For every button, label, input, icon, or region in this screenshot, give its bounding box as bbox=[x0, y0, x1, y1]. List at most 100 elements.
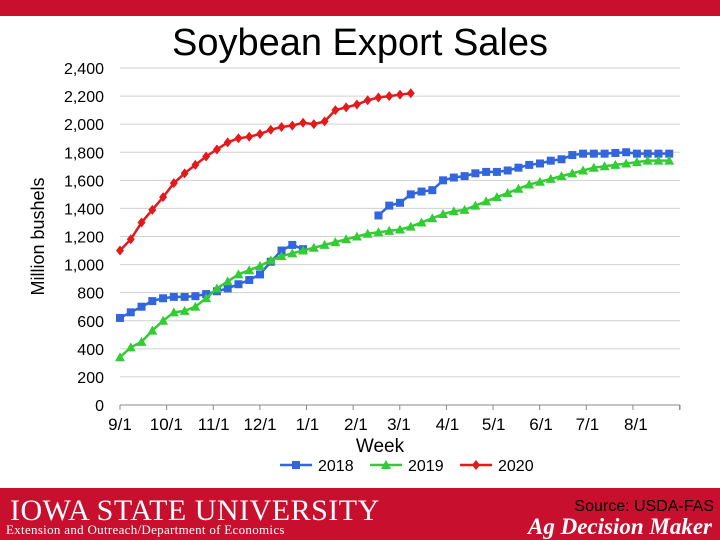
data-point-2018 bbox=[288, 240, 297, 249]
data-point-2020 bbox=[116, 245, 124, 256]
data-point-2018 bbox=[471, 169, 480, 178]
data-point-2019 bbox=[405, 221, 416, 231]
y-tick-label: 2,000 bbox=[64, 117, 104, 134]
data-point-2018 bbox=[256, 270, 264, 279]
x-tick-label: 3/1 bbox=[387, 415, 411, 434]
x-tick-label: 8/1 bbox=[624, 415, 648, 434]
y-tick-label: 1,800 bbox=[64, 145, 104, 162]
isu-wordmark-text: IOWA STATE UNIVERSITY bbox=[10, 494, 380, 527]
data-point-2018 bbox=[277, 246, 286, 255]
data-point-2019 bbox=[610, 159, 621, 169]
x-tick-label: 2/1 bbox=[344, 415, 368, 434]
legend-marker-2018 bbox=[292, 461, 300, 469]
data-point-2019 bbox=[255, 260, 265, 270]
data-point-2020 bbox=[202, 151, 211, 162]
data-point-2019 bbox=[362, 228, 373, 238]
data-point-2019 bbox=[567, 168, 578, 178]
y-tick-label: 1,400 bbox=[64, 201, 104, 218]
x-tick-label: 1/1 bbox=[296, 415, 320, 434]
data-point-2019 bbox=[664, 155, 675, 165]
series-line-2018 bbox=[119, 243, 304, 320]
data-point-2020 bbox=[148, 204, 157, 215]
data-point-2019 bbox=[211, 283, 222, 293]
data-point-2018 bbox=[611, 148, 620, 157]
data-point-2020 bbox=[309, 119, 318, 130]
data-point-2019 bbox=[351, 231, 362, 241]
x-tick-label: 10/1 bbox=[150, 415, 183, 434]
data-point-2020 bbox=[299, 117, 308, 128]
legend-marker-2020 bbox=[472, 460, 480, 470]
data-point-2019 bbox=[481, 196, 492, 206]
footer-bar bbox=[0, 488, 720, 540]
data-point-2019 bbox=[448, 206, 459, 216]
data-point-2020 bbox=[385, 91, 394, 102]
data-point-2018 bbox=[482, 167, 491, 176]
data-point-2018 bbox=[234, 280, 243, 289]
data-point-2019 bbox=[287, 248, 298, 258]
x-axis-title: Week bbox=[356, 436, 405, 457]
data-point-2019 bbox=[588, 162, 599, 172]
data-point-2018 bbox=[589, 149, 598, 158]
data-point-2019 bbox=[244, 265, 255, 275]
data-point-2018 bbox=[654, 149, 663, 158]
data-point-2019 bbox=[438, 209, 449, 219]
data-point-2019 bbox=[459, 204, 470, 214]
data-point-2019 bbox=[470, 200, 481, 210]
data-point-2020 bbox=[374, 92, 383, 103]
y-tick-label: 400 bbox=[77, 342, 104, 359]
data-point-2019 bbox=[265, 255, 276, 265]
y-tick-label: 200 bbox=[77, 370, 104, 387]
data-point-2020 bbox=[331, 105, 340, 116]
source-note: Source: USDA-FAS bbox=[574, 498, 714, 515]
data-point-2019 bbox=[330, 237, 341, 247]
data-point-2019 bbox=[642, 155, 653, 165]
data-point-2020 bbox=[169, 178, 178, 189]
x-tick-label: 9/1 bbox=[108, 415, 132, 434]
data-point-2020 bbox=[406, 88, 415, 99]
data-point-2018 bbox=[406, 190, 415, 199]
data-point-2019 bbox=[491, 192, 502, 202]
data-point-2019 bbox=[578, 165, 589, 175]
data-point-2018 bbox=[449, 173, 458, 182]
legend-marker-2019 bbox=[381, 460, 391, 469]
data-point-2020 bbox=[126, 234, 135, 245]
y-tick-label: 2,400 bbox=[64, 61, 104, 78]
data-point-2019 bbox=[373, 227, 384, 237]
slide-title: Soybean Export Sales bbox=[171, 22, 548, 64]
y-tick-label: 0 bbox=[95, 398, 104, 415]
data-point-2018 bbox=[396, 198, 404, 207]
data-point-2019 bbox=[535, 176, 545, 186]
data-point-2018 bbox=[557, 155, 566, 164]
data-point-2020 bbox=[288, 120, 297, 131]
data-point-2019 bbox=[276, 251, 287, 261]
y-tick-label: 800 bbox=[77, 286, 104, 303]
data-point-2018 bbox=[169, 292, 178, 301]
data-point-2020 bbox=[212, 144, 221, 155]
data-point-2018 bbox=[428, 186, 437, 195]
x-tick-label: 4/1 bbox=[436, 415, 460, 434]
legend-label-2019: 2019 bbox=[408, 458, 444, 475]
data-point-2018 bbox=[579, 149, 588, 158]
data-point-2018 bbox=[514, 163, 523, 172]
series-line-2020 bbox=[119, 92, 411, 252]
data-point-2020 bbox=[137, 217, 146, 228]
data-point-2020 bbox=[277, 121, 286, 132]
data-point-2018 bbox=[632, 149, 641, 158]
data-point-2019 bbox=[341, 234, 352, 244]
data-point-2020 bbox=[234, 133, 243, 144]
data-point-2018 bbox=[643, 149, 652, 158]
y-tick-label: 600 bbox=[77, 314, 104, 331]
data-point-2018 bbox=[223, 284, 232, 293]
data-point-2019 bbox=[513, 183, 524, 193]
series-line-2018 bbox=[377, 150, 670, 217]
x-tick-label: 6/1 bbox=[529, 415, 553, 434]
y-tick-label: 2,200 bbox=[64, 89, 104, 106]
data-point-2019 bbox=[201, 293, 212, 303]
x-tick-label: 5/1 bbox=[482, 415, 506, 434]
y-tick-label: 1,600 bbox=[64, 173, 104, 190]
data-point-2020 bbox=[342, 102, 351, 113]
data-point-2018 bbox=[417, 187, 426, 196]
data-point-2019 bbox=[599, 161, 610, 171]
data-point-2018 bbox=[374, 211, 383, 220]
data-point-2019 bbox=[115, 352, 125, 362]
